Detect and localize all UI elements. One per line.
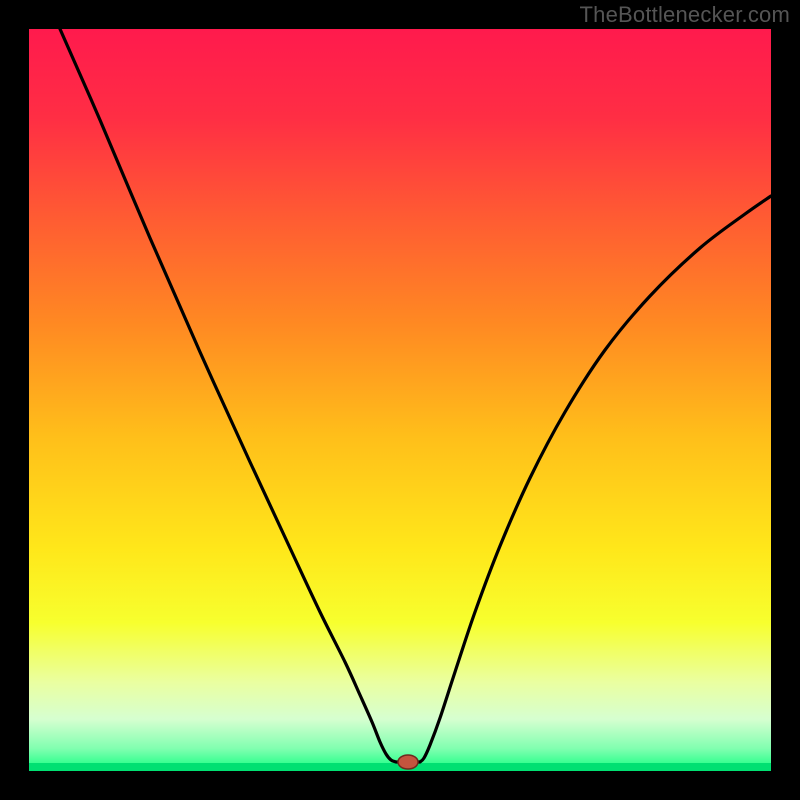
chart-frame: TheBottleneсker.com	[0, 0, 800, 800]
min-marker	[398, 755, 418, 769]
plot-svg	[0, 0, 800, 800]
plot-background	[29, 29, 771, 771]
watermark-text: TheBottleneсker.com	[580, 2, 790, 28]
